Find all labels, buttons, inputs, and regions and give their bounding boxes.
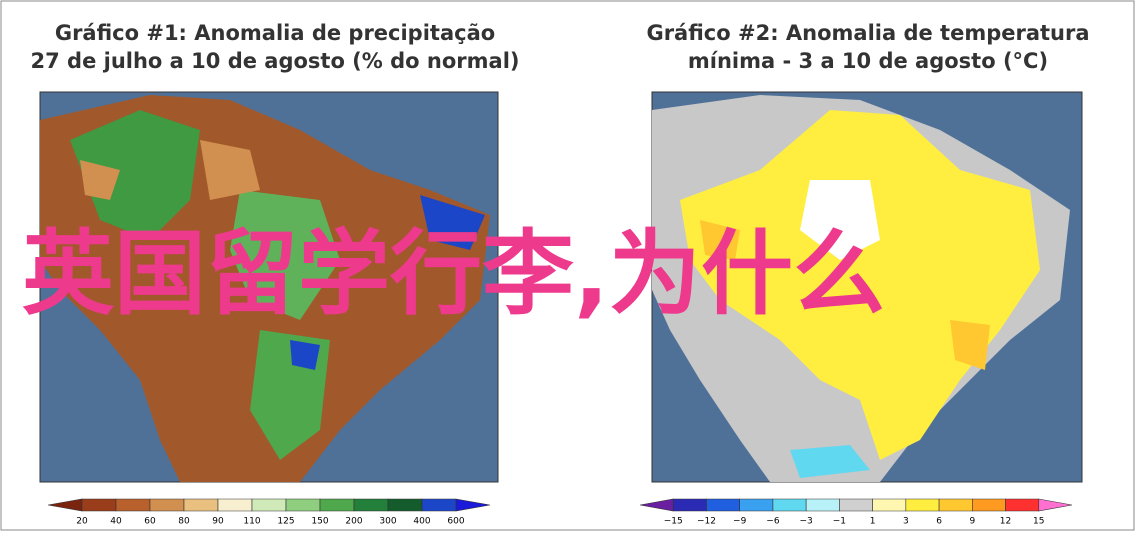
- legend-label: 90: [212, 517, 224, 527]
- legend-label: 1: [870, 517, 876, 527]
- panel-title: 27 de julho a 10 de agosto (% do normal): [31, 49, 520, 73]
- legend-label: 125: [277, 517, 294, 527]
- overlay-text: 英国留学行李,为什么: [22, 220, 885, 327]
- legend-label: 6: [936, 517, 942, 527]
- legend-swatch: [1038, 498, 1073, 512]
- legend-swatch: [938, 498, 973, 512]
- legend-swatch: [805, 498, 840, 512]
- legend-swatch: [1005, 498, 1040, 512]
- legend-swatch: [421, 498, 457, 512]
- panel-title: Gráfico #1: Anomalia de precipitação: [55, 21, 495, 45]
- legend-label: −9: [733, 517, 747, 527]
- temp-map: [651, 91, 1083, 483]
- legend-swatch: [81, 498, 117, 512]
- legend-swatch: [706, 498, 740, 512]
- legend-label: 400: [413, 517, 430, 527]
- legend-swatch: [972, 498, 1006, 512]
- panel-title: Gráfico #2: Anomalia de temperatura: [646, 21, 1089, 45]
- legend-label: −1: [833, 517, 846, 527]
- legend-swatch: [217, 498, 253, 512]
- legend-label: 40: [110, 517, 122, 527]
- legend-label: 9: [969, 517, 975, 527]
- legend-label: 600: [447, 517, 464, 527]
- legend-swatch: [319, 498, 355, 512]
- legend-label: −6: [766, 517, 780, 527]
- legend-label: 3: [903, 517, 909, 527]
- legend-label: 12: [1000, 517, 1011, 527]
- legend-swatch: [455, 498, 491, 512]
- legend-label: −3: [800, 517, 813, 527]
- legend-swatch: [739, 498, 774, 512]
- legend-label: 300: [379, 517, 396, 527]
- legend-swatch: [772, 498, 807, 512]
- legend-swatch: [183, 498, 219, 512]
- legend-swatch: [387, 498, 423, 512]
- legend-swatch: [672, 498, 707, 512]
- legend-label: 20: [76, 517, 88, 527]
- legend-swatch: [905, 498, 940, 512]
- legend-swatch: [353, 498, 389, 512]
- legend-label: 110: [243, 517, 260, 527]
- precip-map: [39, 91, 499, 483]
- legend-label: 15: [1033, 517, 1044, 527]
- legend-swatch: [872, 498, 907, 512]
- legend-swatch: [251, 498, 287, 512]
- legend-label: 60: [144, 517, 156, 527]
- legend-label: 80: [178, 517, 190, 527]
- legend-label: −15: [664, 517, 683, 527]
- legend-label: 200: [345, 517, 362, 527]
- legend-swatch: [149, 498, 185, 512]
- legend-swatch: [115, 498, 151, 512]
- legend-swatch: [285, 498, 321, 512]
- panel-title: mínima - 3 a 10 de agosto (°C): [688, 49, 1048, 73]
- legend-swatch: [839, 498, 873, 512]
- legend-label: −12: [697, 517, 716, 527]
- legend-label: 150: [311, 517, 328, 527]
